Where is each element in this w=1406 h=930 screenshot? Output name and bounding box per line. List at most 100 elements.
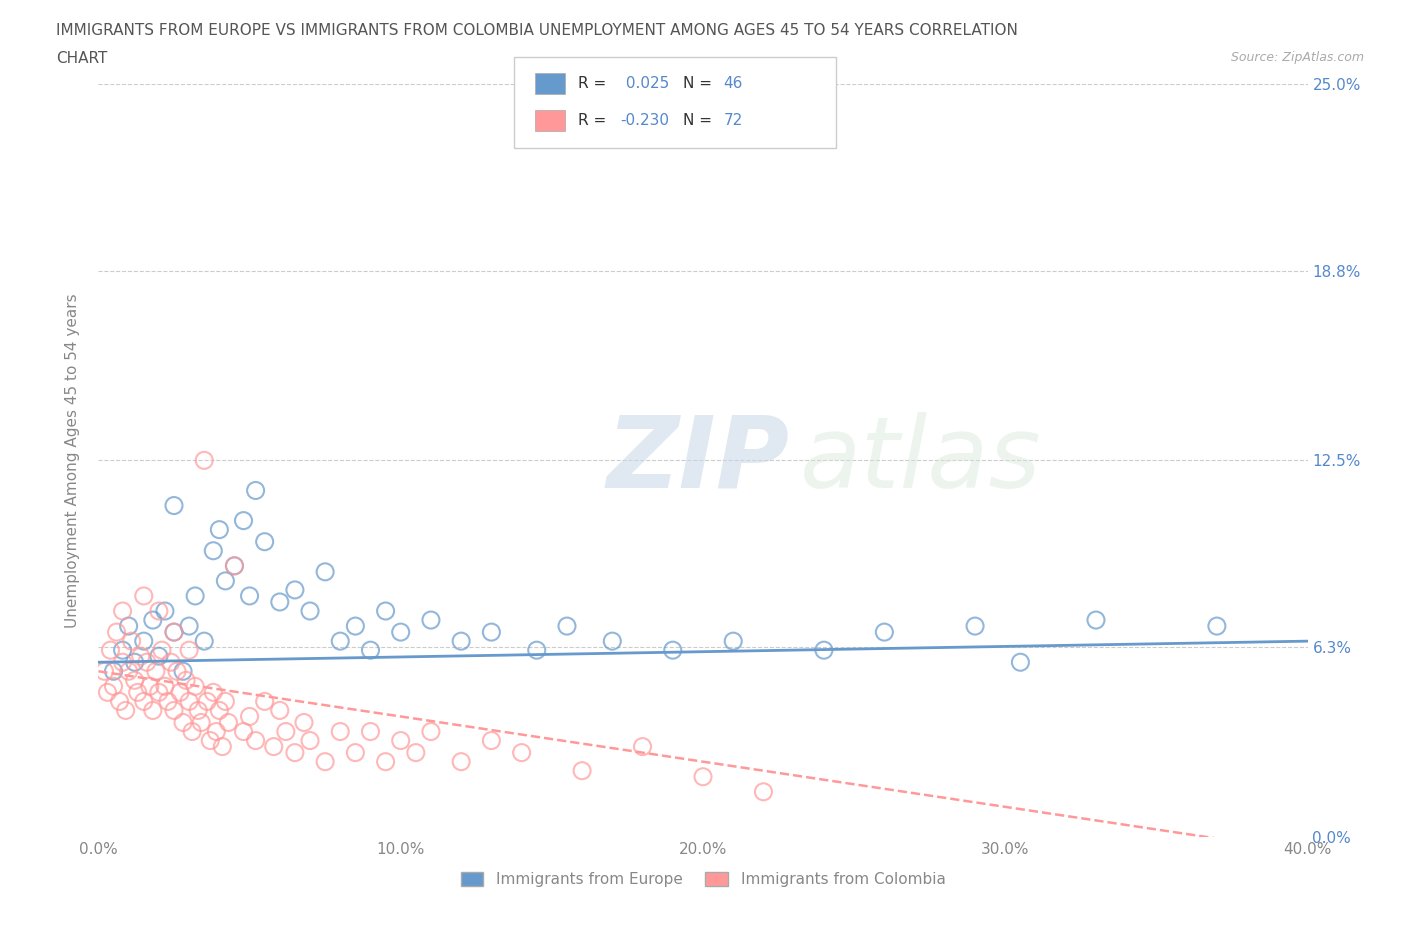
Point xyxy=(142,703,165,718)
Point xyxy=(148,649,170,664)
Point xyxy=(166,664,188,679)
Point xyxy=(121,633,143,648)
Point xyxy=(329,724,352,739)
Point xyxy=(571,764,593,778)
Point xyxy=(202,684,225,699)
Point xyxy=(274,724,297,739)
Point xyxy=(1085,613,1108,628)
Point xyxy=(239,589,262,604)
Text: CHART: CHART xyxy=(56,51,108,66)
Point xyxy=(114,703,136,718)
Point xyxy=(127,684,149,699)
Point xyxy=(202,543,225,558)
Point xyxy=(181,724,204,739)
Point xyxy=(344,745,367,760)
Point xyxy=(245,733,267,748)
Point xyxy=(631,739,654,754)
Point xyxy=(163,625,186,640)
Point xyxy=(190,715,212,730)
Point xyxy=(132,694,155,709)
Point xyxy=(450,754,472,769)
Text: 72: 72 xyxy=(723,113,742,128)
Point xyxy=(118,664,141,679)
Point xyxy=(211,739,233,754)
Point xyxy=(481,625,503,640)
Point xyxy=(184,679,207,694)
Point xyxy=(292,715,315,730)
Point xyxy=(692,769,714,784)
Point xyxy=(813,643,835,658)
Point xyxy=(232,513,254,528)
Point xyxy=(555,618,578,633)
Point xyxy=(263,739,285,754)
Point xyxy=(1010,655,1032,670)
Point xyxy=(179,618,201,633)
Point xyxy=(224,558,246,573)
Point xyxy=(108,694,131,709)
Point xyxy=(214,694,236,709)
Point xyxy=(299,604,322,618)
Point xyxy=(153,604,176,618)
Point xyxy=(124,673,146,688)
Point xyxy=(481,733,503,748)
Text: 46: 46 xyxy=(723,76,742,91)
Text: IMMIGRANTS FROM EUROPE VS IMMIGRANTS FROM COLOMBIA UNEMPLOYMENT AMONG AGES 45 TO: IMMIGRANTS FROM EUROPE VS IMMIGRANTS FRO… xyxy=(56,23,1018,38)
Point xyxy=(169,684,191,699)
Point xyxy=(239,709,262,724)
Bar xyxy=(534,73,565,95)
Point xyxy=(374,604,396,618)
Point xyxy=(420,724,443,739)
Point xyxy=(360,643,382,658)
FancyBboxPatch shape xyxy=(515,57,835,148)
Point xyxy=(723,633,745,648)
Point xyxy=(129,649,152,664)
Point xyxy=(163,625,186,640)
Point xyxy=(135,655,157,670)
Point xyxy=(314,754,336,769)
Point xyxy=(329,633,352,648)
Point xyxy=(314,565,336,579)
Point xyxy=(132,589,155,604)
Point xyxy=(148,684,170,699)
Point xyxy=(153,679,176,694)
Point xyxy=(752,784,775,799)
Point xyxy=(179,694,201,709)
Point xyxy=(217,715,239,730)
Point xyxy=(172,664,194,679)
Text: Source: ZipAtlas.com: Source: ZipAtlas.com xyxy=(1230,51,1364,64)
Point xyxy=(103,664,125,679)
Text: ZIP: ZIP xyxy=(606,412,789,509)
Point xyxy=(224,558,246,573)
Point xyxy=(768,122,790,137)
Point xyxy=(873,625,896,640)
Point xyxy=(179,643,201,658)
Point xyxy=(374,754,396,769)
Point xyxy=(111,604,134,618)
Point xyxy=(284,745,307,760)
Point xyxy=(96,684,118,699)
Point xyxy=(172,715,194,730)
Point xyxy=(193,453,215,468)
Point xyxy=(111,643,134,658)
Point xyxy=(232,724,254,739)
Text: N =: N = xyxy=(683,113,717,128)
Legend: Immigrants from Europe, Immigrants from Colombia: Immigrants from Europe, Immigrants from … xyxy=(454,866,952,894)
Point xyxy=(148,604,170,618)
Y-axis label: Unemployment Among Ages 45 to 54 years: Unemployment Among Ages 45 to 54 years xyxy=(65,293,80,628)
Point xyxy=(389,625,412,640)
Point xyxy=(184,589,207,604)
Point xyxy=(602,633,624,648)
Point xyxy=(163,498,186,513)
Point xyxy=(160,655,183,670)
Point xyxy=(100,643,122,658)
Text: R =: R = xyxy=(578,113,612,128)
Point xyxy=(124,655,146,670)
Point xyxy=(195,694,218,709)
Point xyxy=(360,724,382,739)
Point xyxy=(200,733,222,748)
Point xyxy=(405,745,427,760)
Point xyxy=(187,703,209,718)
Point xyxy=(150,643,173,658)
Point xyxy=(156,694,179,709)
Point xyxy=(245,483,267,498)
